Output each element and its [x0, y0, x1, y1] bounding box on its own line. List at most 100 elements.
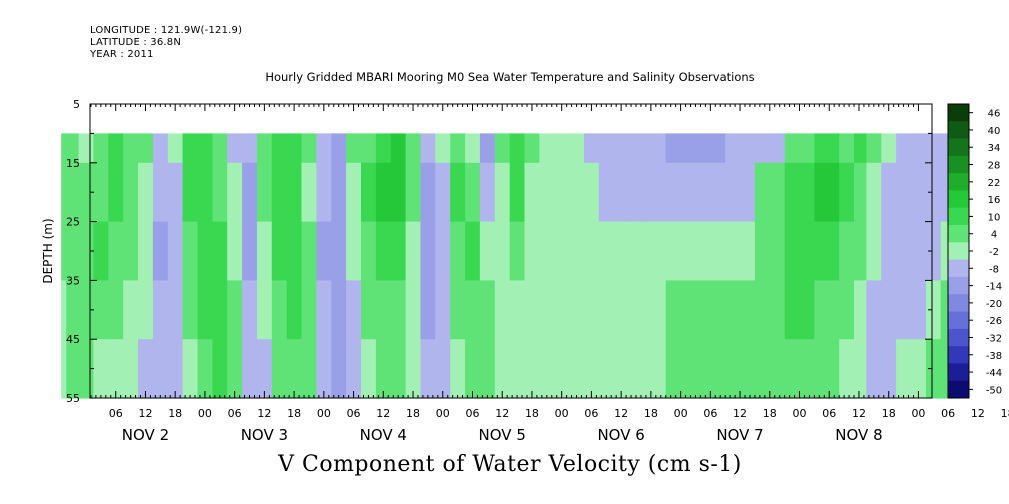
colorbar-swatch: [948, 294, 969, 312]
heatmap-cell: [138, 339, 154, 399]
heatmap-cell: [613, 280, 630, 340]
x-hour-tick-label: 06: [109, 407, 123, 420]
y-axis-label: DEPTH (m): [41, 218, 55, 283]
heatmap-cell: [301, 221, 317, 281]
heatmap-cell: [286, 280, 303, 340]
colorbar-swatch: [948, 225, 969, 243]
heatmap-cell: [524, 280, 540, 340]
heatmap-cell: [450, 280, 466, 340]
heatmap-cell: [316, 339, 332, 399]
heatmap-cell: [524, 133, 540, 164]
heatmap-cell: [643, 280, 667, 340]
heatmap-cell: [227, 339, 243, 399]
heatmap-cell: [494, 162, 511, 223]
heatmap-cell: [108, 280, 124, 340]
heatmap-cell: [123, 162, 139, 223]
heatmap-cell: [93, 133, 109, 164]
heatmap-cell: [212, 162, 228, 223]
colorbar-label: 22: [988, 178, 1001, 189]
heatmap-cell: [420, 162, 436, 223]
heatmap-cell: [197, 280, 213, 340]
heatmap-cell: [784, 133, 815, 164]
x-hour-tick-label: 18: [882, 407, 896, 420]
heatmap-cell: [227, 221, 243, 281]
colorbar-swatch: [948, 346, 969, 364]
colorbar-label: -32: [986, 333, 1002, 344]
heatmap-cell: [227, 162, 243, 223]
heatmap-cell: [167, 280, 184, 340]
colorbar-swatch: [948, 104, 969, 122]
heatmap-cell: [613, 339, 630, 399]
heatmap-cell: [479, 339, 496, 399]
heatmap-cell: [212, 339, 228, 399]
heatmap-cell: [256, 339, 273, 399]
heatmap-cell: [286, 221, 303, 281]
heatmap-cell: [138, 162, 154, 223]
heatmap-cell: [138, 221, 154, 281]
heatmap-cell: [584, 162, 600, 223]
heatmap-cell: [316, 221, 332, 281]
colorbar-swatch: [948, 242, 969, 260]
heatmap-cell: [242, 221, 258, 281]
heatmap-cell: [420, 133, 436, 164]
heatmap-cell: [375, 221, 392, 281]
y-tick-label: 45: [66, 333, 80, 346]
heatmap-cell: [554, 339, 570, 399]
heatmap-cell: [584, 339, 600, 399]
x-hour-tick-label: 18: [763, 407, 777, 420]
heatmap-cell: [66, 280, 80, 340]
heatmap-cell: [539, 280, 555, 340]
heatmap-cell: [479, 280, 496, 340]
x-day-label: NOV 2: [122, 426, 169, 444]
chart-title: Hourly Gridded MBARI Mooring M0 Sea Wate…: [265, 70, 755, 84]
heatmap-cell: [66, 133, 80, 164]
heatmap-cell: [212, 280, 228, 340]
heatmap-cell: [524, 221, 540, 281]
heatmap-cell: [839, 162, 855, 223]
heatmap-cell: [152, 133, 169, 164]
heatmap-cell: [725, 162, 756, 223]
heatmap-cell: [450, 162, 466, 223]
heatmap-cell: [896, 339, 912, 399]
heatmap-cell: [925, 162, 942, 223]
heatmap-cell: [361, 221, 377, 281]
longitude-label: LONGITUDE : 121.9W(-121.9): [90, 25, 243, 36]
heatmap-cell: [375, 133, 392, 164]
heatmap-cell: [61, 280, 67, 340]
heatmap-cell: [539, 221, 555, 281]
heatmap-cell: [814, 280, 840, 340]
heatmap-cell: [405, 339, 422, 399]
heatmap-cell: [316, 133, 332, 164]
heatmap-cell: [695, 221, 726, 281]
heatmap-cell: [494, 280, 511, 340]
heatmap-cell: [256, 221, 273, 281]
heatmap-cell: [854, 162, 867, 223]
x-day-label: NOV 4: [360, 426, 407, 444]
heatmap-cell: [784, 280, 815, 340]
heatmap-cell: [554, 280, 570, 340]
heatmap-cell: [242, 280, 258, 340]
heatmap-cell: [569, 280, 585, 340]
heatmap-cell: [643, 133, 667, 164]
colorbar-swatch: [948, 173, 969, 191]
heatmap-cell: [539, 162, 555, 223]
heatmap-cell: [628, 221, 645, 281]
x-day-label: NOV 8: [835, 426, 882, 444]
heatmap-cell: [152, 339, 169, 399]
heatmap-cell: [643, 339, 667, 399]
heatmap-cell: [331, 162, 347, 223]
x-axis-title: V Component of Water Velocity (cm s-1): [278, 452, 742, 477]
colorbar-label: 28: [988, 161, 1001, 172]
heatmap-cell: [839, 339, 855, 399]
heatmap-cell: [866, 280, 882, 340]
heatmap-cell: [242, 339, 258, 399]
x-hour-tick-label: 00: [793, 407, 807, 420]
x-hour-tick-label: 18: [644, 407, 658, 420]
heatmap-cell: [123, 133, 139, 164]
heatmap-cell: [390, 221, 407, 281]
heatmap-cell: [479, 221, 496, 281]
heatmap-cell: [554, 221, 570, 281]
heatmap-cell: [390, 280, 407, 340]
heatmap-cell: [242, 162, 258, 223]
heatmap-cell: [271, 162, 288, 223]
